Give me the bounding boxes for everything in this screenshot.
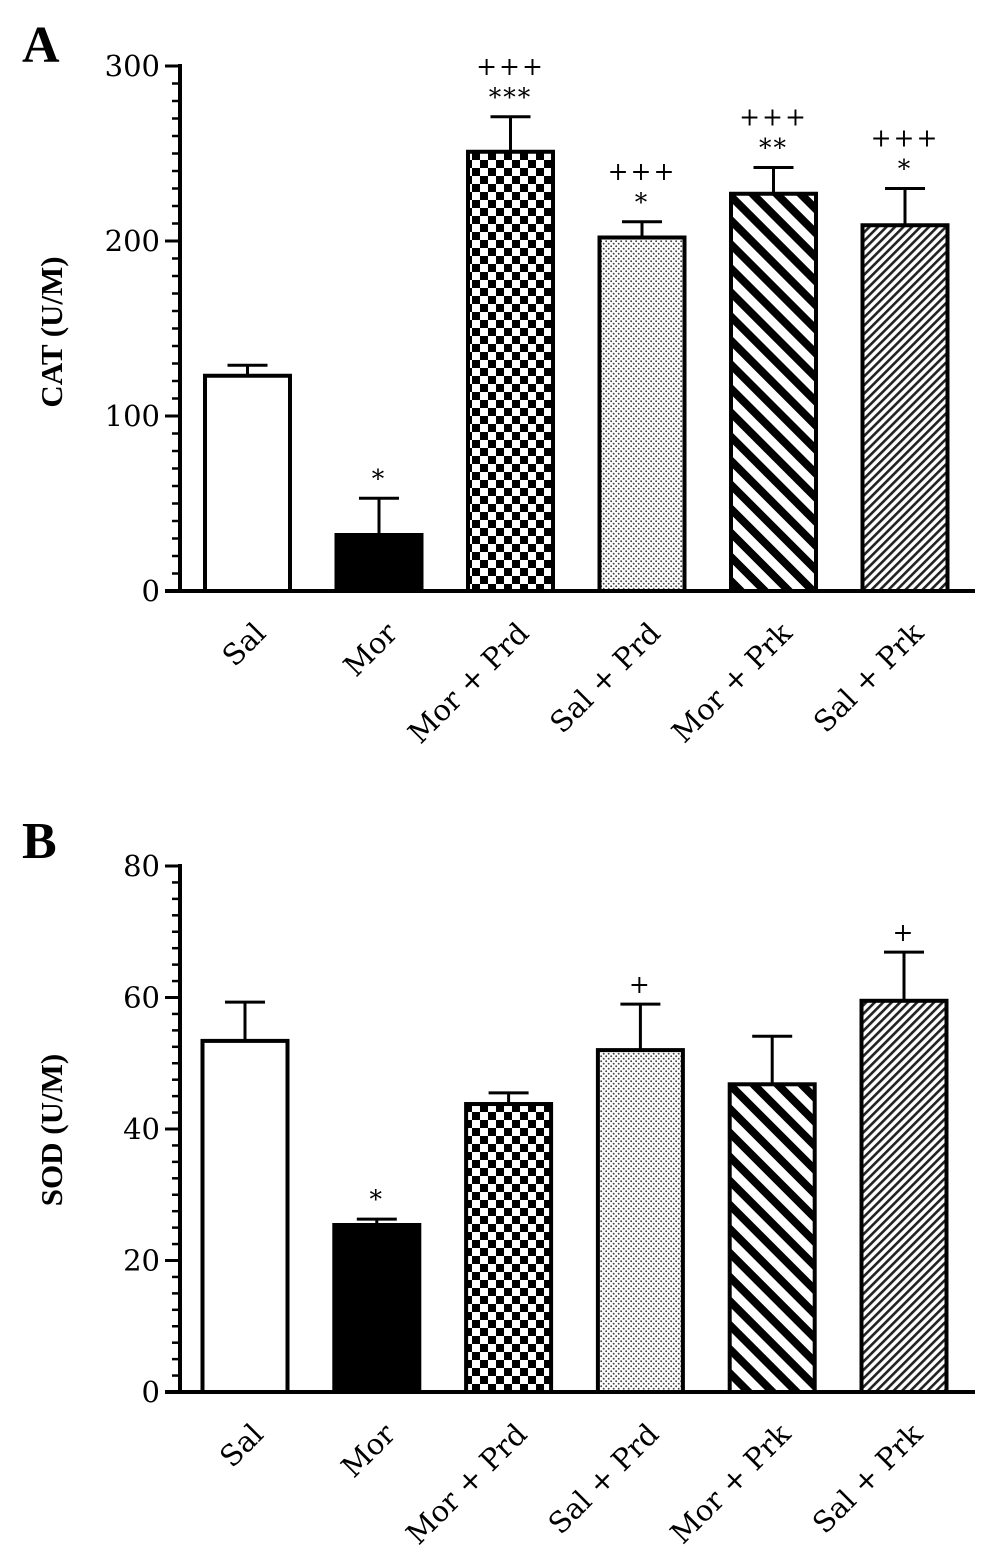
y-tick-label: 200 [105, 224, 160, 258]
bar-mor-prk [727, 1082, 817, 1395]
y-tick-label: 300 [105, 49, 160, 83]
significance-mark: * [898, 155, 913, 184]
y-tick-label: 60 [123, 981, 160, 1015]
bar-sal-prd [597, 235, 687, 593]
y-axis-label: CAT (U/M) [34, 256, 69, 407]
bar-sal-prk [859, 998, 949, 1394]
significance-mark: *** [489, 83, 533, 112]
significance-mark: +++ [476, 52, 545, 81]
panel-label: B [22, 813, 57, 870]
bar-sal [200, 1038, 290, 1395]
y-tick-label: 100 [105, 399, 160, 433]
x-tick-label-mor-prk: Mor + Prk [665, 616, 799, 750]
x-tick-label-mor: Mor [335, 1417, 402, 1484]
bar-mor-prd [464, 1102, 554, 1394]
x-tick-label-sal: Sal [216, 616, 273, 673]
panel-label: A [22, 17, 60, 74]
y-axis-label: SOD (U/M) [34, 1054, 69, 1206]
significance-mark: * [635, 188, 650, 217]
bar-sal-prk [860, 223, 950, 593]
y-tick-label: 0 [142, 574, 160, 608]
significance-mark: +++ [871, 124, 940, 153]
x-tick-label-sal-prd: Sal + Prd [542, 1417, 666, 1541]
x-tick-label-mor-prd: Mor + Prd [399, 1417, 533, 1551]
significance-mark: * [372, 464, 387, 493]
significance-mark: + [629, 970, 652, 999]
significance-mark: +++ [608, 157, 677, 186]
x-tick-label-mor-prk: Mor + Prk [664, 1417, 798, 1551]
significance-mark: +++ [739, 103, 808, 132]
bar-mor-prk [729, 191, 818, 593]
y-tick-label: 0 [142, 1375, 160, 1409]
x-tick-label-mor: Mor [337, 616, 404, 683]
x-tick-label-sal-prd: Sal + Prd [543, 616, 667, 740]
y-tick-label: 20 [123, 1244, 160, 1278]
bar-sal-prd [595, 1048, 685, 1394]
significance-mark: ** [759, 134, 788, 163]
bar-sal [203, 373, 292, 593]
significance-mark: * [370, 1185, 385, 1214]
x-tick-label-mor-prd: Mor + Prd [401, 616, 535, 750]
bar-mor [334, 533, 424, 593]
bar-mor-prd [466, 149, 555, 593]
y-tick-label: 40 [123, 1112, 160, 1146]
bar-mor [332, 1222, 422, 1394]
x-tick-label-sal-prk: Sal + Prk [807, 616, 930, 739]
significance-mark: + [893, 918, 916, 947]
x-tick-label-sal-prk: Sal + Prk [806, 1417, 929, 1540]
y-tick-label: 80 [123, 849, 160, 883]
x-tick-label-sal: Sal [213, 1417, 270, 1474]
